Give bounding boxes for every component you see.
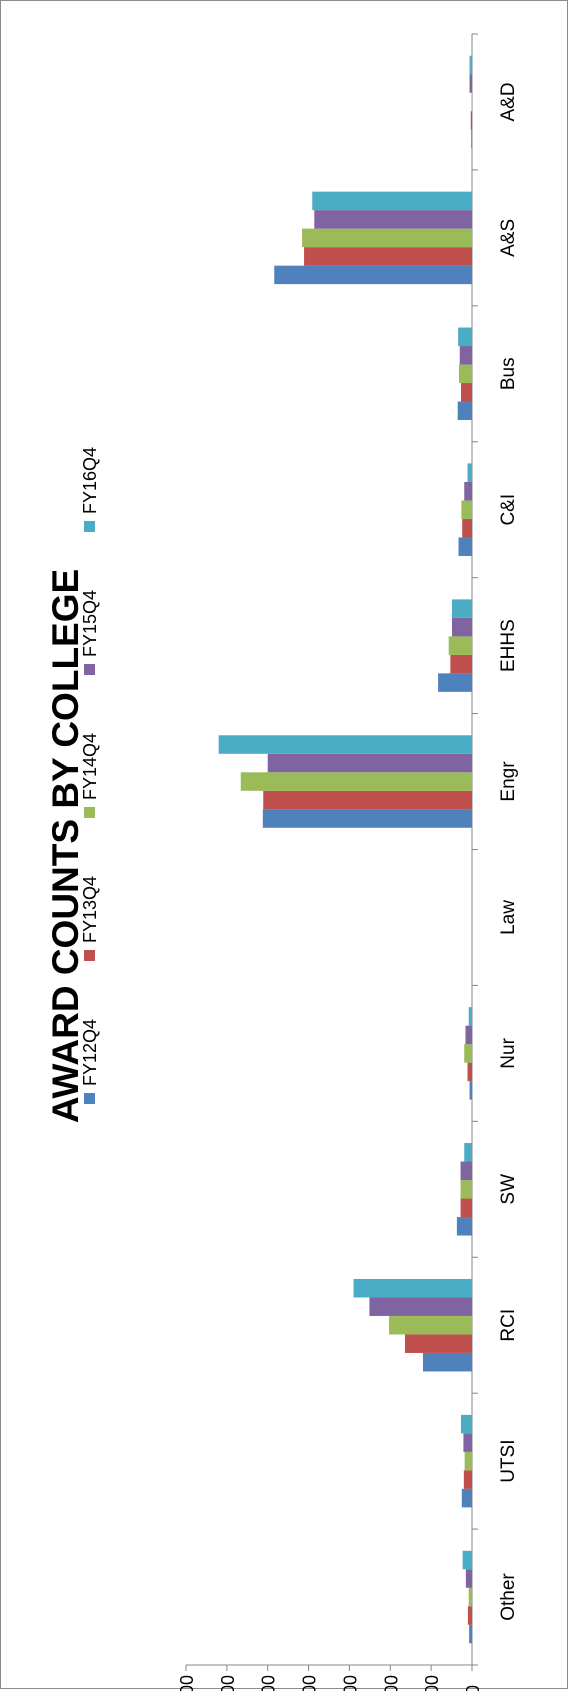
legend-swatch-fy15q4	[84, 664, 95, 675]
value-tick-label: 400	[300, 1675, 320, 1691]
bar-fy12q4-bus	[457, 401, 472, 421]
bar-fy15q4-aandd	[469, 74, 472, 93]
legend: FY12Q4 FY13Q4 FY14Q4 FY15Q4 FY16Q4	[80, 447, 100, 1104]
bar-fy16q4-aands	[312, 191, 472, 211]
bar-fy14q4-other	[468, 1587, 472, 1607]
bar-fy13q4-rci	[404, 1334, 472, 1353]
value-tick-label: 300	[340, 1675, 360, 1691]
bar-fy16q4-aandd	[469, 55, 472, 75]
bar-fy12q4-sw	[456, 1217, 472, 1236]
bar-fy15q4-engr	[267, 753, 472, 773]
bar-fy15q4-bus	[459, 346, 472, 365]
category-label-utsi: UTSI	[498, 1439, 519, 1482]
category-axis: A&D A&S Bus C&I EHHS Engr Law Nur SW RCI UTSI Other	[471, 33, 519, 1666]
bar-fy13q4-utsi	[463, 1470, 472, 1489]
category-label-sw: SW	[498, 1174, 519, 1205]
category-label-bus: Bus	[498, 357, 519, 390]
category-label-rci: RCI	[498, 1309, 519, 1342]
category-label-ehhs: EHHS	[498, 619, 519, 672]
legend-label-fy14q4: FY14Q4	[80, 733, 100, 800]
bar-fy12q4-nur	[469, 1081, 472, 1100]
legend-swatch-fy12q4	[84, 1093, 95, 1104]
bar-fy14q4-rci	[389, 1315, 472, 1335]
bar-fy16q4-ehhs	[451, 599, 472, 618]
bar-fy12q4-aands	[274, 265, 472, 285]
category-label-law: Law	[498, 900, 519, 935]
category-label-nur: Nur	[498, 1037, 519, 1068]
legend-label-fy13q4: FY13Q4	[80, 876, 100, 943]
bar-fy14q4-aands	[302, 228, 472, 248]
bar-fy13q4-sw	[460, 1198, 472, 1218]
bar-fy14q4-sw	[460, 1180, 472, 1199]
bar-fy16q4-bus	[458, 327, 472, 347]
bar-fy16q4-utsi	[460, 1414, 472, 1434]
chart-title: AWARD COUNTS BY COLLEGE	[45, 569, 86, 1123]
bar-fy15q4-aands	[314, 210, 472, 229]
bar-fy14q4-utsi	[464, 1451, 472, 1471]
bar-fy15q4-other	[465, 1569, 472, 1588]
value-axis: 0 100 200 300 400 500 600 700	[177, 1664, 483, 1691]
bar-fy16q4-nur	[468, 1007, 472, 1026]
category-label-other: Other	[498, 1573, 519, 1621]
bar-fy15q4-sw	[460, 1161, 472, 1181]
value-tick-label: 700	[177, 1675, 197, 1691]
bar-fy15q4-rci	[369, 1297, 472, 1316]
bar-fy12q4-other	[469, 1624, 472, 1644]
category-label-engr: Engr	[498, 761, 519, 802]
bar-fy13q4-bus	[460, 383, 472, 402]
bar-fy14q4-bus	[458, 364, 472, 384]
bar-fy16q4-rci	[353, 1278, 472, 1298]
bar-fy14q4-engr	[240, 772, 472, 791]
bar-fy12q4-ehhs	[438, 673, 472, 692]
legend-label-fy12q4: FY12Q4	[80, 1019, 100, 1086]
bar-fy13q4-aands	[304, 247, 472, 266]
bar-fy13q4-aandd	[470, 111, 472, 130]
value-tick-label: 100	[422, 1675, 442, 1691]
bar-fy14q4-ehhs	[448, 636, 472, 655]
bar-fy15q4-ehhs	[451, 617, 472, 637]
bar-fy13q4-other	[467, 1606, 472, 1625]
legend-swatch-fy14q4	[84, 807, 95, 818]
bar-fy15q4-candi	[464, 481, 472, 501]
bar-fy14q4-nur	[464, 1044, 472, 1063]
value-tick-label: 200	[381, 1675, 401, 1691]
bar-fy16q4-candi	[467, 463, 472, 482]
bar-fy16q4-other	[462, 1550, 472, 1570]
bar-fy13q4-nur	[467, 1062, 472, 1082]
value-tick-label: 500	[259, 1675, 279, 1691]
legend-swatch-fy13q4	[84, 950, 95, 961]
bar-fy12q4-aandd	[471, 129, 472, 149]
legend-label-fy16q4: FY16Q4	[80, 447, 100, 514]
bar-fy15q4-nur	[465, 1025, 472, 1045]
legend-label-fy15q4: FY15Q4	[80, 590, 100, 657]
bar-fy12q4-rci	[422, 1352, 472, 1372]
bar-fy14q4-candi	[461, 500, 472, 519]
bar-fy15q4-utsi	[463, 1433, 472, 1452]
category-label-aandd: A&D	[498, 82, 519, 121]
bar-fy16q4-engr	[218, 735, 472, 754]
value-tick-label: 600	[218, 1675, 238, 1691]
legend-swatch-fy16q4	[84, 521, 95, 532]
bar-fy12q4-engr	[262, 809, 472, 828]
category-label-aands: A&S	[498, 219, 519, 257]
bars	[218, 55, 472, 1644]
bar-fy12q4-utsi	[461, 1488, 472, 1508]
bar-fy12q4-candi	[458, 537, 472, 556]
bar-fy13q4-engr	[263, 790, 472, 810]
bar-fy16q4-sw	[464, 1143, 472, 1162]
bar-fy13q4-ehhs	[450, 654, 472, 674]
bar-fy13q4-candi	[462, 518, 472, 538]
value-tick-label: 0	[463, 1685, 483, 1691]
category-label-candi: C&I	[498, 494, 519, 526]
